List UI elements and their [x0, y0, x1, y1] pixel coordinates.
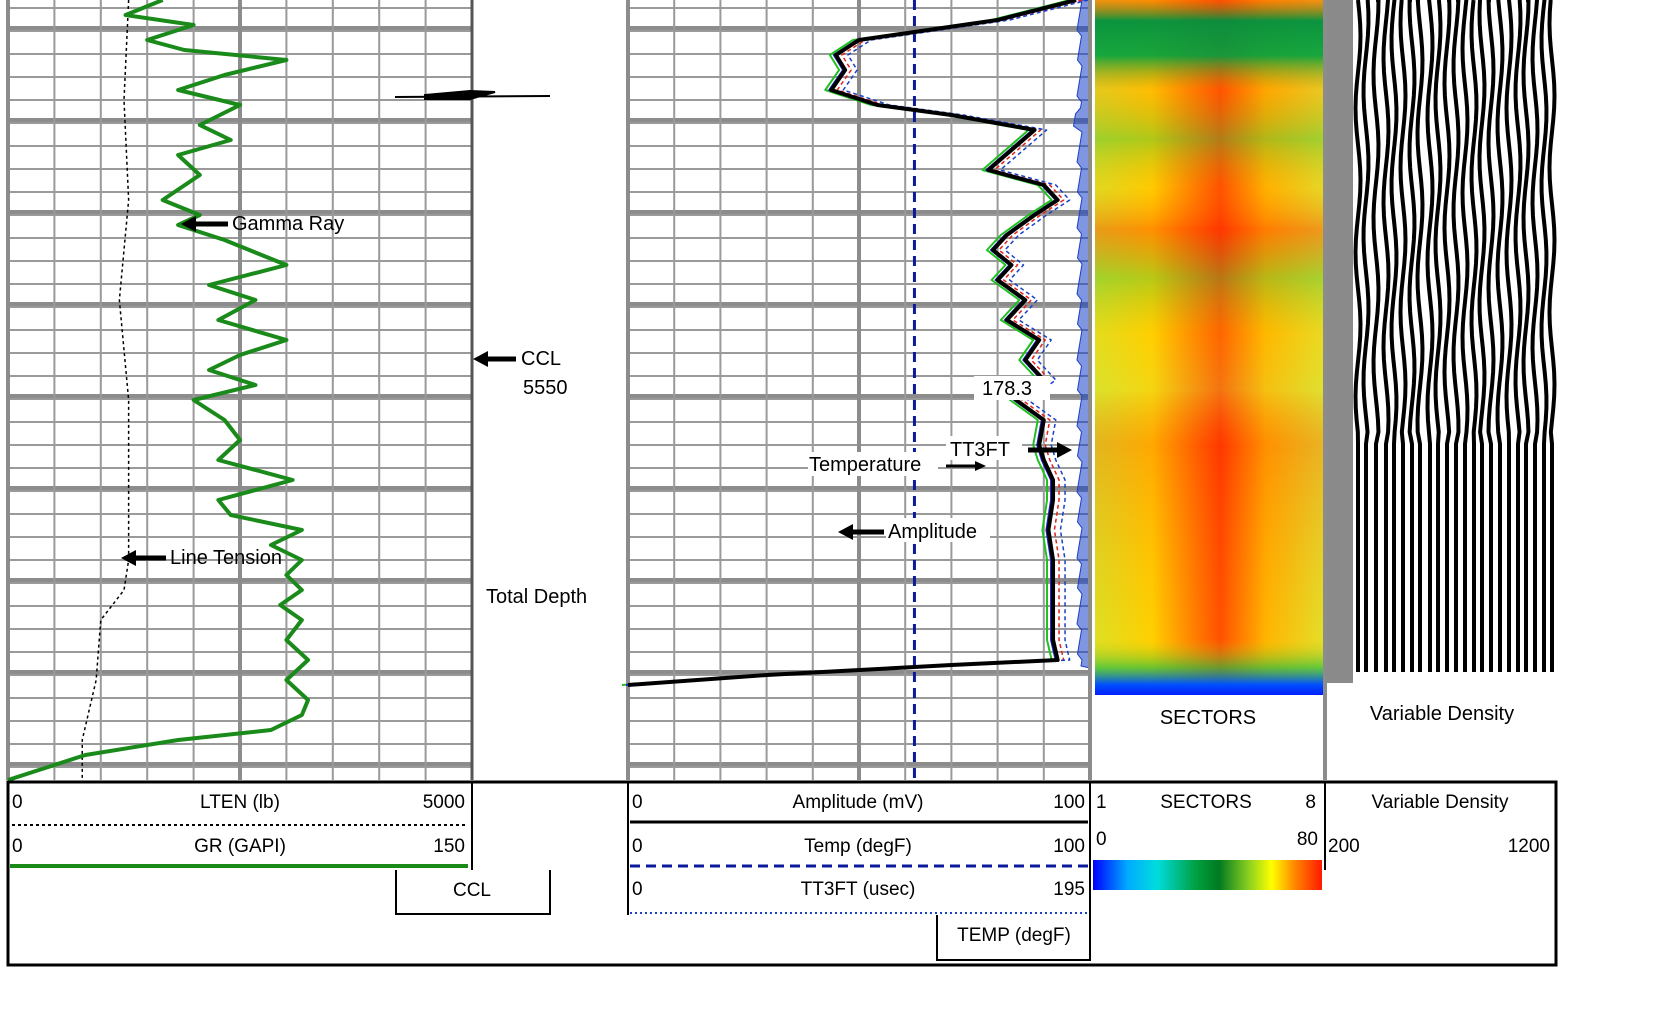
gamma-ray-arrow [181, 216, 228, 232]
vdl-stripe [1425, 0, 1435, 672]
vdl-max: 1200 [1508, 836, 1550, 857]
ccl-header-box [395, 870, 551, 915]
tt3ft-name: TT3FT (usec) [801, 879, 916, 900]
temperature-label: Temperature [809, 454, 921, 476]
sectors-overlay [1095, 0, 1323, 695]
vdl-stripe [1486, 0, 1496, 672]
sectors-color-scale [1093, 860, 1322, 890]
vdl-stripe [1407, 0, 1417, 672]
vdl-stripe [1398, 0, 1408, 672]
vdl-stripe [1460, 0, 1470, 672]
variable-density-image [1353, 0, 1557, 672]
vdl-stripe [1371, 0, 1381, 672]
tt3ft-waveform [1072, 0, 1091, 669]
temp-min: 0 [632, 836, 643, 857]
amplitude-curve [627, 0, 1077, 687]
vdl-stripe [1433, 0, 1443, 672]
amplitude-label-bg [886, 518, 990, 542]
vdl-stripe [1353, 0, 1363, 672]
vdl-stripe [1361, 0, 1371, 672]
tt3ft-arrow [1028, 442, 1072, 458]
depth-value-label: 178.3 [982, 378, 1032, 400]
vdl-stripe [1530, 0, 1540, 672]
vdl-stripe [1451, 0, 1461, 672]
annotations: Gamma Ray Line Tension CCL 5550 Total De… [121, 213, 1514, 729]
lten-max: 5000 [423, 792, 465, 813]
total-depth-label: Total Depth [486, 586, 587, 608]
vdl-stripe [1389, 0, 1399, 672]
amplitude-arrow [838, 524, 884, 540]
vdl-stripe [1381, 0, 1391, 672]
sectors-scale-min: 0 [1096, 829, 1107, 850]
line-tension-arrow [121, 550, 166, 566]
tt3ft-label-bg [946, 436, 1022, 460]
tt3ft-min: 0 [632, 879, 643, 900]
sectors-image [1095, 0, 1323, 695]
vdl-stripe [1539, 0, 1549, 672]
temperature-arrow [946, 461, 986, 471]
tt3ft-max: 195 [1053, 879, 1085, 900]
vdl-stripe [1521, 0, 1531, 672]
sectors-scale-max: 80 [1297, 829, 1318, 850]
gamma-ray-label: Gamma Ray [232, 213, 344, 235]
vdl-title: Variable Density [1372, 792, 1509, 813]
ccl-depth-label: 5550 [523, 377, 568, 399]
gr-min: 0 [12, 836, 23, 857]
gr-max: 150 [433, 836, 465, 857]
vdl-stripe [1504, 0, 1514, 672]
vdl-stripe [1547, 0, 1557, 672]
sectors-label: SECTORS [1160, 707, 1256, 729]
sectors-max: 8 [1305, 792, 1316, 813]
vdl-stripe [1469, 0, 1479, 672]
tt3ft-label: TT3FT [950, 439, 1010, 461]
temperature-label-bg [808, 452, 938, 476]
track-grids [6, 0, 1090, 780]
log-header: 0 LTEN (lb) 5000 0 GR (GAPI) 150 CCL 0 A… [6, 780, 1558, 967]
depth-value-bg [974, 376, 1050, 400]
ccl-header-label: CCL [453, 880, 491, 901]
vdl-stripe [1442, 0, 1452, 672]
vdl-stripe [1415, 0, 1425, 672]
lten-name: LTEN (lb) [200, 792, 280, 813]
vdl-min: 200 [1328, 836, 1360, 857]
tt3ft-waveform-fill [1072, 0, 1091, 669]
amplitude-label: Amplitude [888, 521, 977, 543]
log-curves [7, 0, 1089, 782]
temp-max: 100 [1053, 836, 1085, 857]
lten-min: 0 [12, 792, 23, 813]
variable-density-label: Variable Density [1370, 703, 1514, 725]
lten-curve [81, 0, 130, 780]
amp-min: 0 [632, 792, 643, 813]
vdl-stripe [1513, 0, 1523, 672]
vdl-separator [1323, 0, 1353, 683]
temp-header-label: TEMP (degF) [957, 925, 1071, 946]
vdl-stripe [1495, 0, 1505, 672]
sectors-min: 1 [1096, 792, 1107, 813]
amp-name: Amplitude (mV) [793, 792, 924, 813]
ccl-label: CCL [521, 348, 561, 370]
amp-max: 100 [1053, 792, 1085, 813]
ccl-arrow [473, 351, 516, 367]
vdl-stripe [1477, 0, 1487, 672]
line-tension-label: Line Tension [170, 547, 282, 569]
header-frame [6, 780, 1558, 967]
sectors-title: SECTORS [1160, 792, 1252, 813]
gamma-ray-curve [7, 0, 311, 782]
ccl-spike [394, 89, 551, 100]
temp-name: Temp (degF) [804, 836, 912, 857]
gr-name: GR (GAPI) [194, 836, 286, 857]
